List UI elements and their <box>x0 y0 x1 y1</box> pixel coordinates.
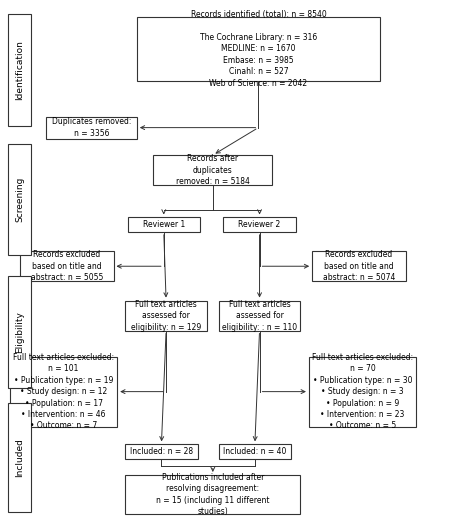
FancyBboxPatch shape <box>9 14 31 126</box>
FancyBboxPatch shape <box>9 403 31 512</box>
Text: Included: Included <box>15 438 24 477</box>
FancyBboxPatch shape <box>128 217 200 232</box>
FancyBboxPatch shape <box>9 144 31 255</box>
FancyBboxPatch shape <box>312 251 406 281</box>
Text: Records identified (total): n = 8540

The Cochrane Library: n = 316
MEDLINE: n =: Records identified (total): n = 8540 The… <box>191 10 326 88</box>
FancyBboxPatch shape <box>137 16 380 82</box>
FancyBboxPatch shape <box>219 444 291 459</box>
FancyBboxPatch shape <box>125 475 301 514</box>
Text: Included: n = 40: Included: n = 40 <box>223 447 287 456</box>
FancyBboxPatch shape <box>125 300 207 331</box>
FancyBboxPatch shape <box>153 155 273 185</box>
Text: Full text articles
assessed for
eligibility: : n = 110: Full text articles assessed for eligibil… <box>222 300 297 331</box>
Text: Records excluded
based on title and
abstract: n = 5074: Records excluded based on title and abst… <box>323 250 395 282</box>
Text: Records excluded
based on title and
abstract: n = 5055: Records excluded based on title and abst… <box>31 250 103 282</box>
FancyBboxPatch shape <box>223 217 296 232</box>
Text: Eligibility: Eligibility <box>15 311 24 353</box>
FancyBboxPatch shape <box>46 117 137 138</box>
Text: Screening: Screening <box>15 177 24 222</box>
Text: Full text articles excluded:
n = 101
• Publication type: n = 19
• Study design: : Full text articles excluded: n = 101 • P… <box>13 353 114 430</box>
FancyBboxPatch shape <box>9 276 31 388</box>
FancyBboxPatch shape <box>309 357 416 427</box>
Text: Publications included after
resolving disagreement:
n = 15 (including 11 differe: Publications included after resolving di… <box>156 473 270 516</box>
Text: Duplicates removed:
n = 3356: Duplicates removed: n = 3356 <box>52 117 131 138</box>
Text: Reviewer 2: Reviewer 2 <box>238 220 281 229</box>
Text: Records after
duplicates
removed: n = 5184: Records after duplicates removed: n = 51… <box>176 154 250 186</box>
FancyBboxPatch shape <box>125 444 198 459</box>
FancyBboxPatch shape <box>219 300 301 331</box>
Text: Identification: Identification <box>15 40 24 99</box>
Text: Full text articles
assessed for
eligibility: n = 129: Full text articles assessed for eligibil… <box>131 300 201 331</box>
Text: Reviewer 1: Reviewer 1 <box>143 220 185 229</box>
FancyBboxPatch shape <box>20 251 114 281</box>
Text: Full text articles excluded:
n = 70
• Publication type: n = 30
• Study design: n: Full text articles excluded: n = 70 • Pu… <box>312 353 413 430</box>
Text: Included: n = 28: Included: n = 28 <box>130 447 193 456</box>
FancyBboxPatch shape <box>10 357 117 427</box>
